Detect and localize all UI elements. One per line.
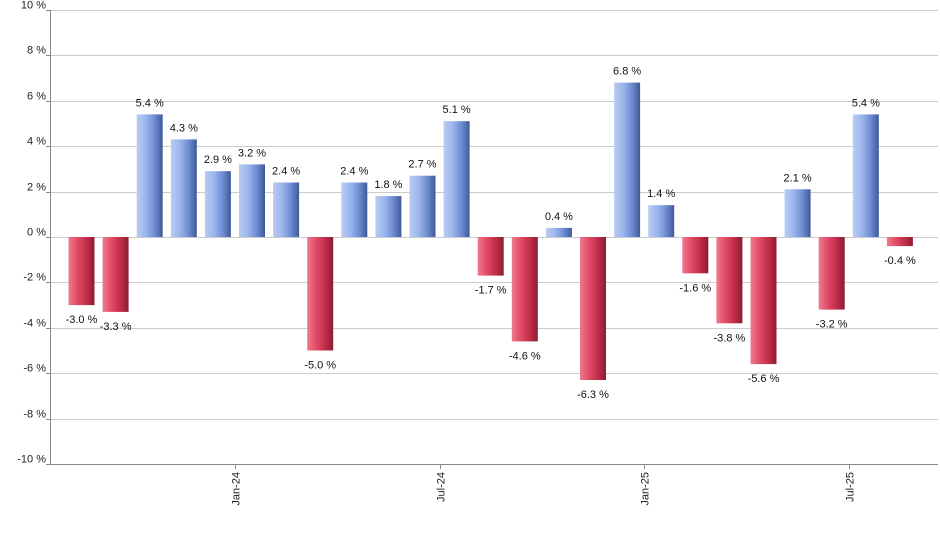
x-tick-label: Jul-24 [436, 472, 448, 502]
data-label: -5.6 % [748, 373, 780, 385]
bar [886, 237, 913, 247]
bar [443, 121, 470, 237]
data-label: 5.1 % [443, 104, 471, 116]
bar [784, 189, 811, 237]
data-label: -3.3 % [100, 321, 132, 333]
bar [682, 237, 709, 274]
bar [239, 164, 265, 237]
data-label: 2.4 % [272, 166, 300, 178]
data-label: -0.4 % [884, 255, 916, 267]
x-axis-ticks: Jan-24 Jul-24 Jan-25 Jul-25 [231, 464, 857, 506]
bar [375, 196, 402, 237]
y-tick-label: 2 % [27, 182, 46, 194]
y-tick-label: 6 % [27, 91, 46, 103]
data-label: 6.8 % [613, 66, 641, 78]
y-tick-label: -10 % [17, 454, 46, 466]
bar [307, 237, 334, 351]
data-label: -1.7 % [475, 285, 507, 297]
data-label: 2.7 % [408, 159, 436, 171]
bar [511, 237, 538, 342]
data-label: 2.4 % [340, 166, 368, 178]
data-label: 2.9 % [204, 154, 232, 166]
bar [648, 205, 675, 237]
x-tick-label: Jul-25 [845, 472, 857, 502]
bar [716, 237, 743, 324]
data-label: -6.3 % [577, 389, 609, 401]
x-tick-label: Jan-24 [231, 472, 243, 506]
bar [818, 237, 845, 310]
data-label: 5.4 % [852, 97, 880, 109]
data-label: -3.0 % [66, 314, 98, 326]
bars [68, 82, 913, 380]
data-label: 5.4 % [136, 97, 164, 109]
bar [580, 237, 606, 380]
bar [102, 237, 129, 312]
data-label: -5.0 % [304, 360, 336, 372]
data-label: 3.2 % [238, 147, 266, 159]
y-tick-label: -6 % [23, 363, 46, 375]
data-label: 1.8 % [374, 179, 402, 191]
y-axis-ticks: -10 % -8 % -6 % -4 % -2 % 0 % 2 % 4 % 6 % 8 % 10 % [17, 0, 50, 466]
data-label: -4.6 % [509, 350, 541, 362]
axes [50, 10, 938, 465]
data-label: 4.3 % [170, 122, 198, 134]
y-tick-label: 0 % [27, 227, 46, 239]
data-label: -3.2 % [816, 319, 848, 331]
y-tick-label: 10 % [21, 0, 46, 12]
bar [273, 182, 300, 237]
bar [136, 114, 163, 237]
data-labels: -3.0 %-3.3 % 5.4 % 4.3 % 2.9 % 3.2 % 2.4 % -5.… [66, 66, 916, 401]
bar [68, 237, 95, 306]
bar [545, 227, 572, 237]
y-tick-label: 4 % [27, 136, 46, 148]
y-tick-label: 8 % [27, 45, 46, 57]
bar [409, 175, 436, 237]
x-tick-label: Jan-25 [640, 472, 652, 506]
bar [852, 114, 879, 237]
bar [750, 237, 777, 365]
data-label: 0.4 % [545, 211, 573, 223]
bar [614, 82, 641, 237]
data-label: -1.6 % [679, 282, 711, 294]
bar [204, 171, 231, 237]
y-tick-label: -4 % [23, 318, 46, 330]
data-label: 1.4 % [647, 188, 675, 200]
data-label: 2.1 % [784, 172, 812, 184]
data-label: -3.8 % [714, 332, 746, 344]
bar [170, 139, 197, 237]
y-tick-label: -2 % [23, 272, 46, 284]
bar [341, 182, 368, 237]
y-tick-label: -8 % [23, 409, 46, 421]
bar [477, 237, 504, 276]
